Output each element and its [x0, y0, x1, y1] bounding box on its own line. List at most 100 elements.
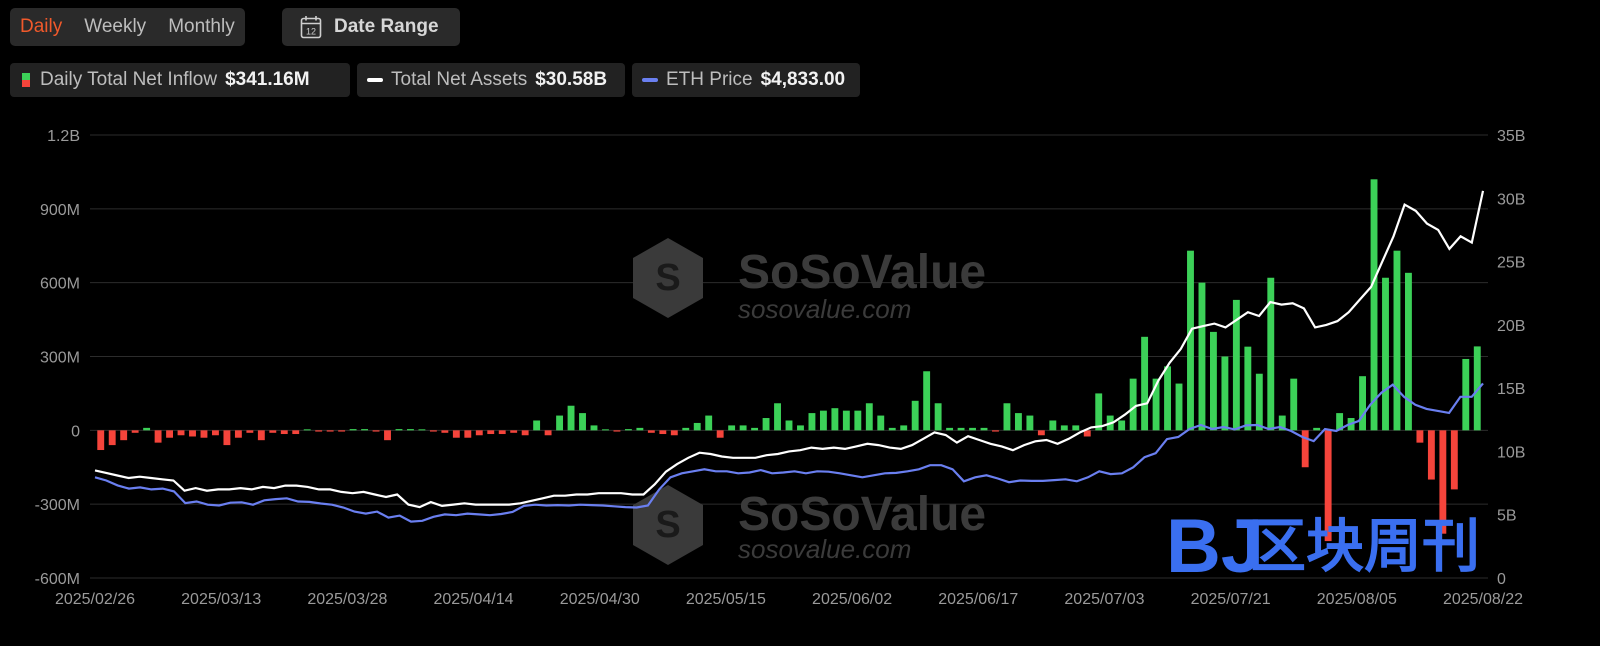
svg-text:12: 12: [306, 27, 316, 37]
inflow-bar: [785, 420, 793, 431]
inflow-bar: [659, 430, 667, 435]
inflow-bar: [1003, 403, 1011, 431]
y-right-tick-label: 5B: [1497, 508, 1517, 525]
inflow-bar: [384, 430, 391, 441]
inflow-bar: [1095, 393, 1103, 431]
inflow-bar: [1083, 430, 1091, 437]
inflow-bar: [177, 430, 185, 436]
inflow-bar: [613, 430, 621, 432]
inflow-bar: [212, 430, 219, 436]
y-left-tick-label: 600M: [40, 276, 80, 293]
inflow-bar: [1037, 430, 1045, 436]
inflow-bar: [349, 429, 357, 431]
x-tick-label: 2025/07/21: [1191, 591, 1271, 608]
date-range-button[interactable]: 12 Date Range: [282, 8, 460, 46]
inflow-bar: [556, 415, 564, 431]
inflow-bar: [418, 429, 426, 431]
watermark-brand: SoSoValue: [738, 488, 986, 541]
y-right-tick-label: 10B: [1497, 444, 1525, 461]
inflow-bar: [1324, 430, 1332, 542]
inflow-bar: [498, 430, 506, 435]
inflow-bar: [533, 420, 541, 431]
inflow-bar: [842, 410, 850, 431]
x-tick-label: 2025/04/14: [434, 591, 514, 608]
inflow-bar: [647, 430, 655, 433]
inflow-bar: [670, 430, 678, 436]
inflow-bar: [97, 430, 105, 451]
inflow-bar: [1244, 346, 1252, 431]
inflow-bar: [923, 371, 931, 431]
legend-total-net-assets[interactable]: Total Net Assets $30.58B: [357, 63, 625, 97]
x-tick-label: 2025/06/17: [938, 591, 1018, 608]
inflow-bar: [280, 430, 288, 435]
inflow-bar: [372, 430, 380, 432]
inflow-bar: [1060, 425, 1068, 431]
inflow-legend-icon: [22, 73, 30, 87]
inflow-bar: [693, 422, 701, 431]
sosovalue-logo-icon: S: [633, 485, 703, 565]
inflow-bar: [1267, 277, 1275, 431]
inflow-bar: [1129, 378, 1137, 431]
inflow-bar: [1336, 413, 1344, 431]
inflow-bar: [865, 403, 873, 431]
tab-weekly[interactable]: Weekly: [84, 16, 147, 37]
sosovalue-logo-icon: S: [633, 238, 703, 318]
tab-monthly[interactable]: Monthly: [168, 16, 235, 37]
inflow-bar: [1072, 425, 1080, 431]
inflow-bar: [441, 430, 449, 433]
inflow-bar: [131, 430, 139, 433]
legend-eth-price[interactable]: ETH Price $4,833.00: [632, 63, 860, 97]
svg-text:S: S: [655, 257, 680, 299]
inflow-bar: [1450, 430, 1458, 490]
tab-daily[interactable]: Daily: [20, 16, 63, 37]
inflow-bar: [980, 427, 988, 431]
inflow-bar: [326, 430, 334, 432]
y-right-tick-label: 25B: [1497, 255, 1525, 272]
y-right-tick-label: 0: [1497, 571, 1506, 588]
inflow-bar: [1049, 420, 1057, 431]
inflow-bar: [888, 427, 896, 431]
inflow-bar: [1427, 430, 1435, 480]
y-right-tick-label: 30B: [1497, 191, 1525, 208]
inflow-bar: [510, 430, 518, 433]
inflow-bar: [877, 415, 885, 431]
y-right-tick-label: 35B: [1497, 128, 1525, 145]
x-tick-label: 2025/02/26: [55, 591, 135, 608]
interval-toggle: Daily Weekly Monthly: [10, 8, 245, 46]
eth-price-line: [94, 382, 1484, 523]
inflow-bar: [911, 400, 919, 431]
y-left-tick-label: 900M: [40, 202, 80, 219]
inflow-bar: [1255, 373, 1263, 431]
inflow-bar: [464, 430, 472, 438]
overlay-watermark: BJ 区块周刊: [1166, 504, 1480, 589]
inflow-bar: [579, 413, 586, 431]
inflow-bar: [475, 430, 483, 436]
inflow-bar: [624, 429, 632, 431]
inflow-bar: [819, 410, 827, 431]
inflow-bar: [257, 430, 265, 441]
watermark-layer: S SoSoValue sosovalue.com S SoSoValue so…: [633, 238, 986, 565]
watermark-url: sosovalue.com: [738, 294, 911, 324]
inflow-bar: [1393, 250, 1401, 431]
inflow-bar: [1209, 331, 1217, 431]
inflow-bar: [108, 430, 116, 446]
inflow-bar: [1382, 277, 1389, 431]
inflow-bar: [315, 430, 323, 432]
x-tick-label: 2025/07/03: [1064, 591, 1144, 608]
watermark-url: sosovalue.com: [738, 534, 911, 564]
inflow-bar: [774, 403, 781, 431]
y-right-tick-label: 15B: [1497, 381, 1525, 398]
inflow-bar: [487, 430, 495, 435]
inflow-bar: [751, 427, 759, 431]
legend-daily-inflow[interactable]: Daily Total Net Inflow $341.16M: [10, 63, 350, 97]
x-tick-label: 2025/04/30: [560, 591, 640, 608]
inflow-bar: [705, 415, 713, 431]
inflow-bar: [246, 430, 254, 433]
inflow-bar: [292, 430, 300, 435]
inflow-bar: [1014, 413, 1022, 431]
date-range-label: Date Range: [334, 16, 439, 37]
inflow-bar: [590, 425, 598, 431]
inflow-bar: [1141, 336, 1149, 431]
inflow-bar: [1439, 430, 1447, 534]
